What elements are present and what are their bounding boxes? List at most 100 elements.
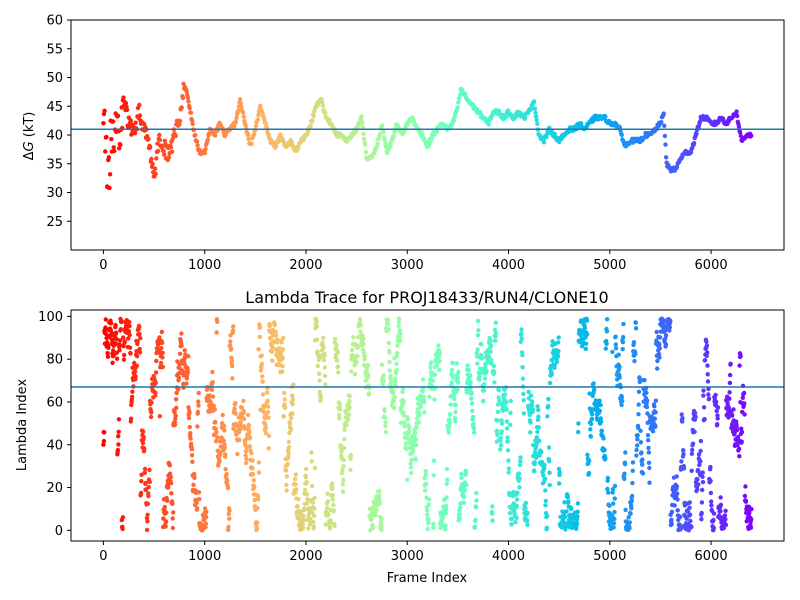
lambda-point bbox=[514, 515, 519, 521]
lambda-point bbox=[466, 367, 471, 373]
delta-g-point bbox=[246, 136, 251, 142]
lambda-point bbox=[674, 484, 680, 489]
delta-g-point bbox=[363, 150, 369, 155]
lambda-point bbox=[499, 421, 505, 426]
lambda-point bbox=[267, 323, 272, 329]
lambda-point bbox=[588, 434, 593, 439]
lambda-point bbox=[221, 423, 227, 429]
lambda-point bbox=[542, 476, 548, 482]
lambda-point bbox=[636, 389, 642, 394]
lambda-point bbox=[402, 424, 407, 429]
lambda-point bbox=[204, 509, 209, 515]
lambda-point bbox=[462, 488, 467, 493]
delta-g-point bbox=[161, 148, 166, 154]
lambda-point bbox=[672, 503, 677, 508]
lambda-point bbox=[116, 417, 122, 422]
lambda-point bbox=[302, 487, 308, 493]
y-tick-label: 100 bbox=[38, 310, 63, 325]
lambda-point bbox=[338, 443, 344, 448]
lambda-point bbox=[181, 381, 186, 387]
lambda-point bbox=[701, 388, 706, 393]
lambda-point bbox=[472, 525, 478, 530]
lambda-point bbox=[657, 355, 662, 360]
lambda-point bbox=[397, 335, 402, 340]
x-tick-label: 1000 bbox=[188, 549, 221, 564]
lambda-point bbox=[699, 517, 704, 522]
lambda-point bbox=[426, 502, 432, 507]
delta-g-point bbox=[233, 119, 239, 124]
lambda-point bbox=[134, 349, 139, 354]
lambda-point bbox=[227, 508, 232, 513]
delta-g-point bbox=[308, 124, 313, 129]
lambda-point bbox=[170, 525, 176, 531]
lambda-point bbox=[340, 489, 346, 494]
lambda-point bbox=[153, 390, 158, 395]
lambda-point bbox=[612, 483, 618, 489]
delta-g-point bbox=[239, 104, 244, 109]
lambda-point bbox=[734, 427, 740, 433]
lambda-point bbox=[549, 358, 555, 363]
lambda-point bbox=[727, 396, 732, 401]
lambda-point bbox=[534, 435, 539, 440]
lambda-point bbox=[619, 402, 624, 408]
lambda-point bbox=[530, 407, 536, 412]
lambda-point bbox=[337, 407, 343, 412]
lambda-point bbox=[113, 330, 119, 335]
lambda-point bbox=[464, 482, 469, 488]
delta-g-point bbox=[691, 141, 697, 146]
lambda-point bbox=[471, 426, 477, 431]
lambda-point bbox=[520, 365, 525, 370]
lambda-point bbox=[301, 513, 306, 518]
lambda-point bbox=[443, 523, 448, 528]
lambda-point bbox=[161, 516, 166, 521]
delta-g-point bbox=[522, 115, 528, 121]
lambda-point bbox=[405, 477, 410, 482]
lambda-point bbox=[160, 350, 165, 355]
lambda-point bbox=[176, 375, 182, 381]
lambda-point bbox=[214, 429, 219, 435]
lambda-point bbox=[565, 494, 571, 500]
lambda-point bbox=[711, 517, 716, 523]
lambda-point bbox=[157, 414, 162, 419]
lambda-point bbox=[377, 488, 382, 494]
lambda-point bbox=[700, 470, 705, 475]
y-tick-label: 0 bbox=[55, 524, 63, 539]
lambda-point bbox=[121, 335, 126, 340]
lambda-point bbox=[347, 398, 352, 404]
lambda-point bbox=[519, 331, 524, 336]
lambda-point bbox=[575, 501, 581, 506]
lambda-point bbox=[145, 519, 150, 524]
lambda-point bbox=[653, 410, 658, 415]
lambda-point bbox=[612, 496, 617, 501]
lambda-point bbox=[738, 353, 743, 359]
lambda-point bbox=[265, 409, 271, 415]
delta-g-point bbox=[236, 108, 241, 113]
lambda-point bbox=[669, 517, 674, 522]
lambda-point bbox=[426, 497, 432, 502]
lambda-point bbox=[582, 325, 588, 331]
lambda-point bbox=[556, 335, 561, 340]
lambda-point bbox=[475, 347, 480, 352]
lambda-point bbox=[715, 405, 721, 410]
lambda-point bbox=[604, 317, 610, 322]
lambda-point bbox=[584, 318, 590, 323]
lambda-point bbox=[644, 390, 649, 395]
lambda-point bbox=[281, 414, 286, 419]
delta-g-point bbox=[234, 115, 239, 121]
lambda-point bbox=[316, 357, 321, 363]
lambda-point bbox=[613, 342, 618, 347]
lambda-point bbox=[418, 404, 423, 410]
lambda-point bbox=[137, 324, 142, 330]
x-tick-label: 2000 bbox=[289, 258, 322, 273]
lambda-point bbox=[506, 458, 511, 463]
lambda-point bbox=[225, 485, 231, 491]
lambda-point bbox=[116, 434, 121, 439]
lambda-point bbox=[706, 396, 712, 401]
lambda-point bbox=[228, 339, 233, 344]
delta-g-point bbox=[103, 149, 108, 154]
lambda-point bbox=[126, 336, 131, 341]
lambda-point bbox=[173, 397, 179, 402]
lambda-point bbox=[620, 340, 626, 345]
x-tick-label: 2000 bbox=[289, 549, 322, 564]
lambda-point bbox=[244, 456, 249, 462]
